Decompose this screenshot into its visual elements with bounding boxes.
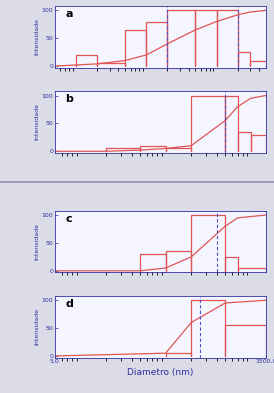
- Text: d: d: [65, 299, 73, 309]
- Text: a: a: [65, 9, 73, 19]
- Y-axis label: Intensidade: Intensidade: [34, 223, 39, 260]
- Y-axis label: Intensidade: Intensidade: [34, 18, 39, 55]
- Y-axis label: Intensidade: Intensidade: [34, 308, 39, 345]
- Text: c: c: [65, 214, 72, 224]
- X-axis label: Diametro (nm): Diametro (nm): [127, 368, 193, 377]
- Text: b: b: [65, 94, 73, 104]
- Y-axis label: Intensidade: Intensidade: [34, 103, 39, 140]
